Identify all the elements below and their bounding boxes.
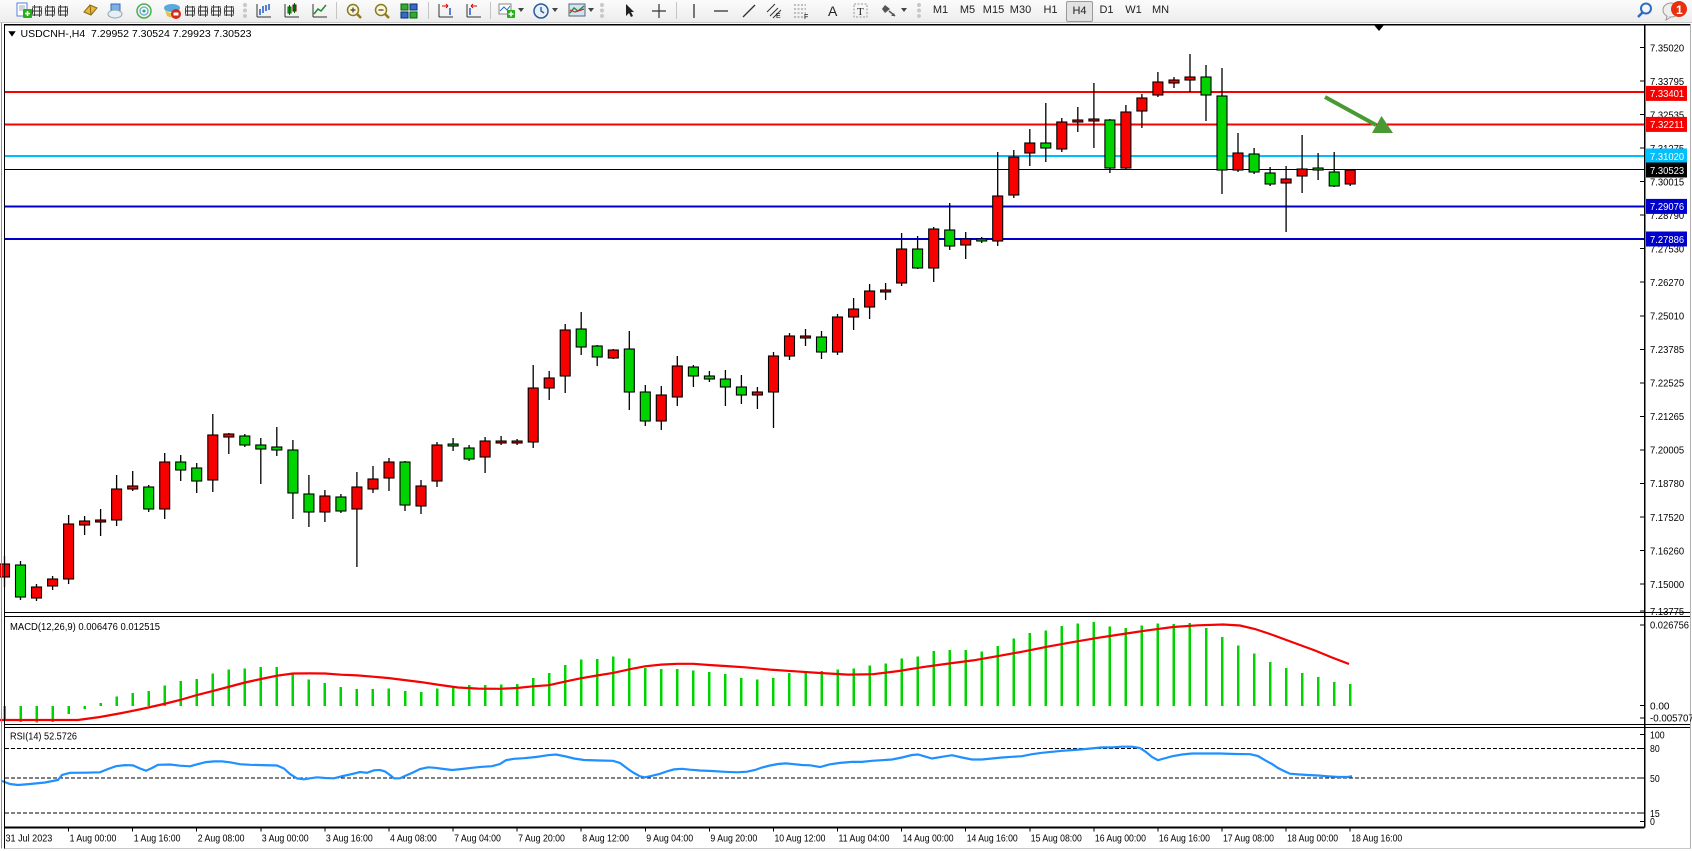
svg-text:7.18780: 7.18780 xyxy=(1650,479,1684,490)
svg-text:7.32211: 7.32211 xyxy=(1650,120,1684,131)
svg-text:F: F xyxy=(804,14,808,20)
svg-text:7.26270: 7.26270 xyxy=(1650,278,1684,289)
svg-text:USDCNH-,H4 7.29952 7.30524 7.: USDCNH-,H4 7.29952 7.30524 7.29923 7.305… xyxy=(21,29,252,40)
svg-text:16 Aug 16:00: 16 Aug 16:00 xyxy=(1159,834,1210,845)
svg-text:7 Aug 04:00: 7 Aug 04:00 xyxy=(454,834,501,845)
svg-text:1: 1 xyxy=(1676,3,1683,17)
svg-text:7.29076: 7.29076 xyxy=(1650,202,1684,213)
svg-text:18 Aug 00:00: 18 Aug 00:00 xyxy=(1287,834,1338,845)
svg-text:1 Aug 16:00: 1 Aug 16:00 xyxy=(134,834,181,845)
svg-text:RSI(14) 52.5726: RSI(14) 52.5726 xyxy=(10,732,77,743)
svg-text:7.33795: 7.33795 xyxy=(1650,77,1684,88)
svg-text:7.25010: 7.25010 xyxy=(1650,312,1684,323)
svg-text:7.28790: 7.28790 xyxy=(1650,211,1684,222)
svg-text:7.35020: 7.35020 xyxy=(1650,43,1684,54)
svg-text:16 Aug 00:00: 16 Aug 00:00 xyxy=(1095,834,1146,845)
svg-text:3 Aug 00:00: 3 Aug 00:00 xyxy=(262,834,309,845)
svg-text:100: 100 xyxy=(1650,730,1665,741)
svg-text:7.15000: 7.15000 xyxy=(1650,580,1684,591)
svg-text:7.23785: 7.23785 xyxy=(1650,345,1684,356)
svg-text:14 Aug 00:00: 14 Aug 00:00 xyxy=(903,834,954,845)
svg-text:7.16260: 7.16260 xyxy=(1650,546,1684,557)
svg-text:18 Aug 16:00: 18 Aug 16:00 xyxy=(1351,834,1402,845)
svg-text:7.22525: 7.22525 xyxy=(1650,379,1684,390)
svg-text:7.30015: 7.30015 xyxy=(1650,177,1684,188)
svg-text:7.27886: 7.27886 xyxy=(1650,235,1684,246)
svg-text:7.13775: 7.13775 xyxy=(1650,607,1684,618)
svg-text:8 Aug 12:00: 8 Aug 12:00 xyxy=(582,834,629,845)
svg-text:80: 80 xyxy=(1650,744,1660,755)
svg-text:1 Aug 00:00: 1 Aug 00:00 xyxy=(70,834,117,845)
svg-text:10 Aug 12:00: 10 Aug 12:00 xyxy=(775,834,826,845)
svg-text:14 Aug 16:00: 14 Aug 16:00 xyxy=(967,834,1018,845)
svg-text:15 Aug 08:00: 15 Aug 08:00 xyxy=(1031,834,1082,845)
svg-text:MACD(12,26,9) 0.006476 0.01251: MACD(12,26,9) 0.006476 0.012515 xyxy=(10,622,160,633)
svg-text:0.00: 0.00 xyxy=(1650,702,1670,713)
svg-text:7.27530: 7.27530 xyxy=(1650,245,1684,256)
svg-text:7.30523: 7.30523 xyxy=(1650,166,1684,177)
svg-text:7.31020: 7.31020 xyxy=(1650,152,1684,163)
svg-text:7.33401: 7.33401 xyxy=(1650,89,1684,100)
svg-text:T: T xyxy=(857,6,864,18)
svg-text:17 Aug 08:00: 17 Aug 08:00 xyxy=(1223,834,1274,845)
svg-text:E: E xyxy=(776,13,781,20)
svg-text:9 Aug 20:00: 9 Aug 20:00 xyxy=(710,834,757,845)
svg-text:7.21265: 7.21265 xyxy=(1650,412,1684,423)
svg-text:7.17520: 7.17520 xyxy=(1650,513,1684,524)
svg-text:7.20005: 7.20005 xyxy=(1650,446,1684,457)
svg-text:0.026756: 0.026756 xyxy=(1650,621,1689,632)
svg-text:31 Jul 2023: 31 Jul 2023 xyxy=(6,834,53,845)
svg-text:7 Aug 20:00: 7 Aug 20:00 xyxy=(518,834,565,845)
svg-text:-0.005707: -0.005707 xyxy=(1650,714,1692,725)
svg-text:2 Aug 08:00: 2 Aug 08:00 xyxy=(198,834,245,845)
svg-text:11 Aug 04:00: 11 Aug 04:00 xyxy=(839,834,890,845)
svg-text:4 Aug 08:00: 4 Aug 08:00 xyxy=(390,834,437,845)
svg-text:7.32535: 7.32535 xyxy=(1650,110,1684,121)
svg-text:0: 0 xyxy=(1650,817,1655,828)
svg-text:15: 15 xyxy=(1650,809,1660,820)
svg-text:3 Aug 16:00: 3 Aug 16:00 xyxy=(326,834,373,845)
svg-text:9 Aug 04:00: 9 Aug 04:00 xyxy=(646,834,693,845)
svg-text:50: 50 xyxy=(1650,774,1660,785)
